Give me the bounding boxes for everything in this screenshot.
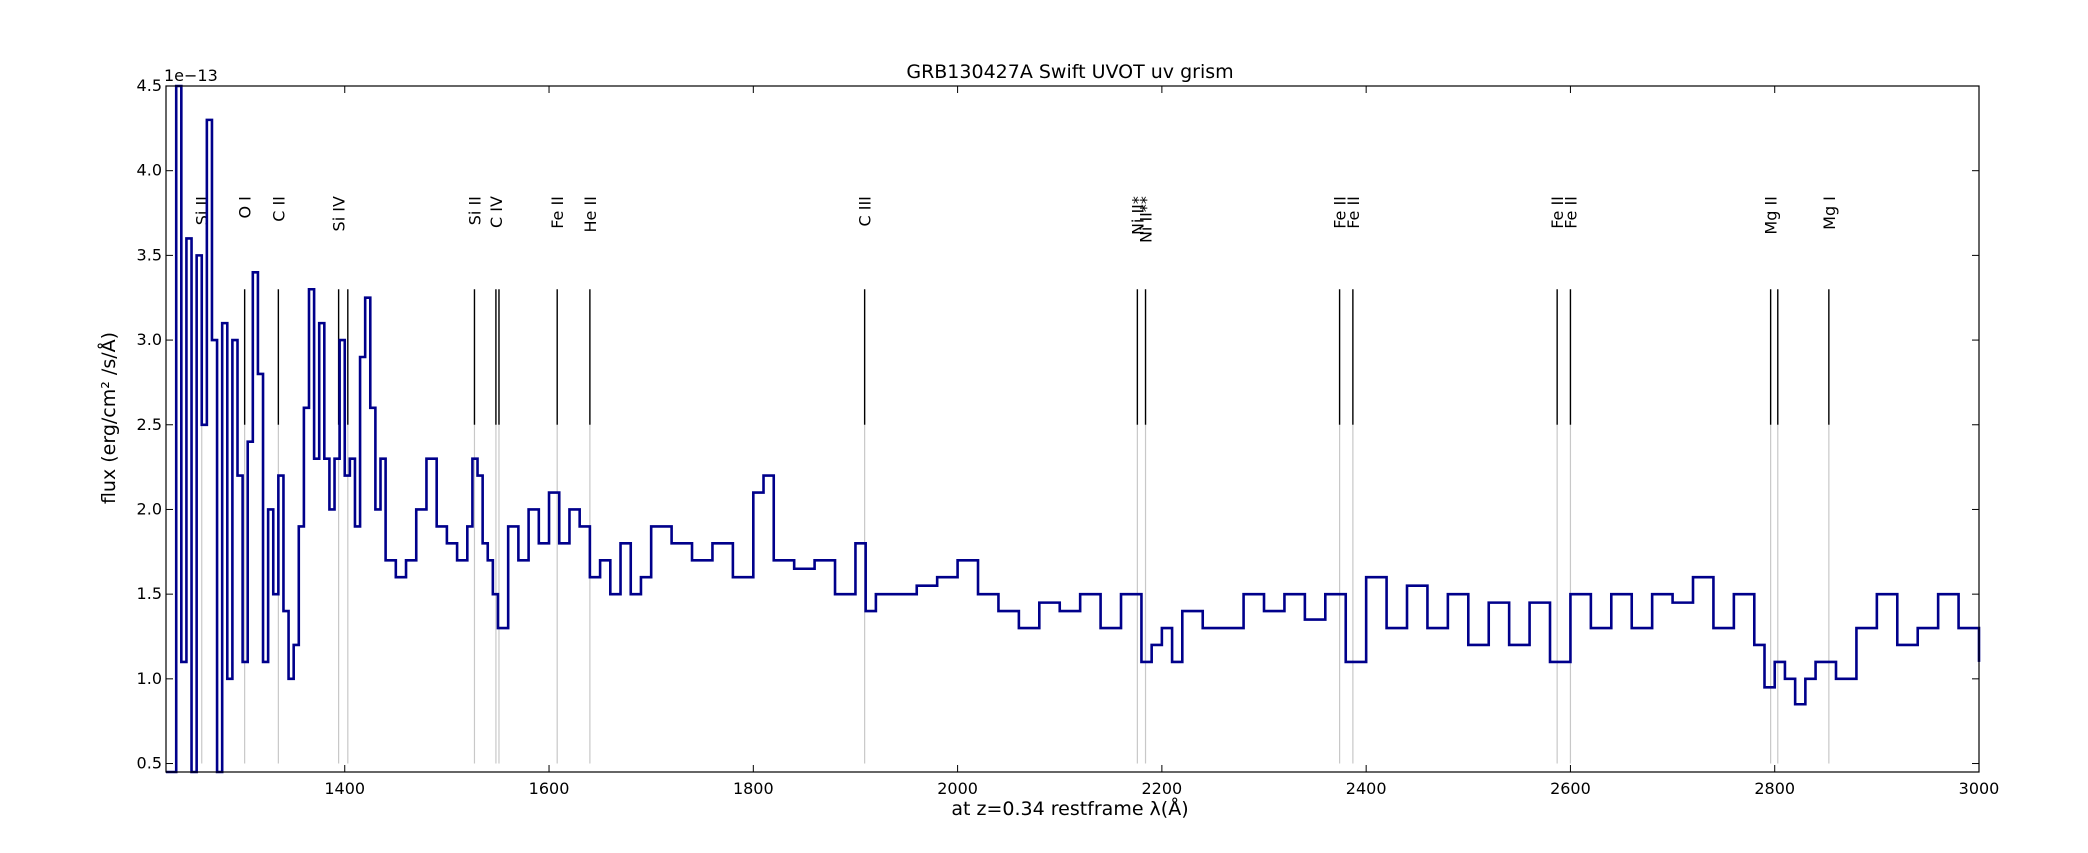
y-tick-label: 2.0	[137, 499, 162, 518]
y-tick-label: 2.5	[137, 415, 162, 434]
line-marker-label: Fe II	[548, 196, 567, 229]
x-tick-label: 2800	[1754, 779, 1795, 798]
y-tick-label: 0.5	[137, 754, 162, 773]
y-tick-label: 4.0	[137, 161, 162, 180]
y-axis-ticks: 0.5 1.0 1.5 2.0 2.5 3.0 3.5 4.0 4.5	[137, 76, 1979, 773]
y-multiplier: 1e−13	[164, 66, 218, 85]
chart-title: GRB130427A Swift UVOT uv grism	[906, 61, 1233, 83]
x-tick-label: 1800	[733, 779, 774, 798]
line-marker-label: Fe II	[1331, 196, 1350, 229]
plot-frame	[165, 85, 1980, 773]
y-tick-label: 3.5	[137, 245, 162, 264]
line-marker-label: Mg I	[1820, 196, 1839, 230]
x-tick-label: 2400	[1346, 779, 1387, 798]
y-tick-label: 1.5	[137, 584, 162, 603]
line-marker-label: O I	[236, 196, 255, 218]
line-marker-label: C II	[269, 196, 288, 222]
y-tick-label: 1.0	[137, 669, 162, 688]
line-marker-label: Ni II**	[1137, 196, 1156, 243]
x-axis-label: at z=0.34 restframe λ(Å)	[951, 797, 1188, 820]
y-tick-label: 3.0	[137, 330, 162, 349]
x-axis-ticks: 1400 1600 1800 2000 2200 2400 2600 2800 3000	[324, 86, 1999, 798]
line-marker-label: Mg II	[1762, 196, 1781, 234]
x-tick-label: 3000	[1959, 779, 2000, 798]
x-tick-label: 1400	[324, 779, 365, 798]
x-tick-label: 2200	[1142, 779, 1183, 798]
x-tick-label: 1600	[529, 779, 570, 798]
line-marker-label: Si IV	[330, 196, 349, 231]
line-marker-label: Ni II*	[1128, 196, 1147, 235]
y-tick-label: 4.5	[137, 76, 162, 95]
series-group	[166, 84, 1981, 774]
line-marker-label: Fe II	[1344, 196, 1363, 229]
line-marker-label: C IV	[487, 196, 506, 228]
line-marker-label: C III	[856, 196, 875, 226]
x-tick-label: 2000	[937, 779, 978, 798]
line-marker-label: Fe II	[1561, 196, 1580, 229]
line-marker-label: Si II	[193, 196, 212, 225]
spectrum-line	[166, 84, 1981, 774]
line-marker-label: Si II	[465, 196, 484, 225]
y-axis-label: flux (erg/cm² /s/Å)	[97, 332, 120, 504]
line-marker-label: Fe II	[1548, 196, 1567, 229]
x-tick-label: 2600	[1550, 779, 1591, 798]
line-marker-label: He II	[581, 196, 600, 232]
